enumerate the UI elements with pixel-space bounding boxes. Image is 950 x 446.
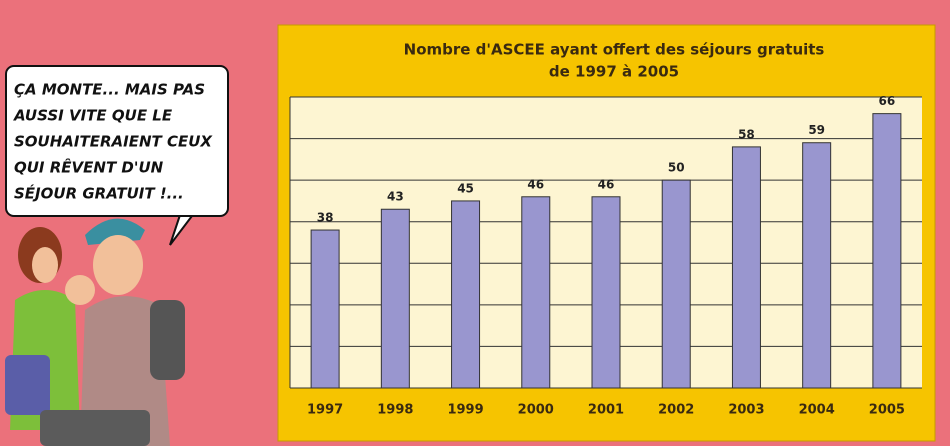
x-tick-label: 1997 — [307, 403, 343, 418]
bar — [381, 209, 409, 388]
x-tick-label: 1999 — [447, 403, 483, 418]
x-tick-label: 2005 — [869, 403, 905, 418]
bar — [873, 114, 901, 388]
bar — [803, 143, 831, 388]
value-label: 46 — [527, 177, 544, 191]
value-label: 38 — [317, 211, 334, 225]
speech-text: ÇA MONTE... MAIS PAS — [14, 81, 205, 99]
x-tick-label: 2004 — [799, 403, 835, 418]
x-tick-label: 1998 — [377, 403, 413, 418]
bar — [452, 201, 480, 388]
x-tick-label: 2003 — [728, 403, 764, 418]
bar — [662, 180, 690, 388]
value-label: 66 — [879, 94, 896, 108]
speech-text: SÉJOUR GRATUIT !... — [14, 184, 184, 203]
value-label: 50 — [668, 161, 685, 175]
page: Nombre d'ASCEE ayant offert des séjours … — [0, 0, 950, 446]
value-label: 45 — [457, 181, 474, 195]
x-tick-label: 2002 — [658, 403, 694, 418]
bar — [311, 230, 339, 388]
value-label: 59 — [808, 123, 825, 137]
bar — [522, 197, 550, 388]
value-label: 46 — [598, 177, 615, 191]
value-label: 43 — [387, 190, 404, 204]
chart-subtitle: de 1997 à 2005 — [549, 63, 679, 81]
x-tick-label: 2000 — [518, 403, 554, 418]
bar — [732, 147, 760, 388]
bar — [592, 197, 620, 388]
x-tick-label: 2001 — [588, 403, 624, 418]
speech-text: AUSSI VITE QUE LE — [13, 107, 173, 125]
speech-text: SOUHAITERAIENT CEUX — [14, 133, 213, 151]
speech-text: QUI RÊVENT D'UN — [14, 158, 164, 177]
chart-title: Nombre d'ASCEE ayant offert des séjours … — [404, 41, 825, 59]
value-label: 58 — [738, 127, 755, 141]
